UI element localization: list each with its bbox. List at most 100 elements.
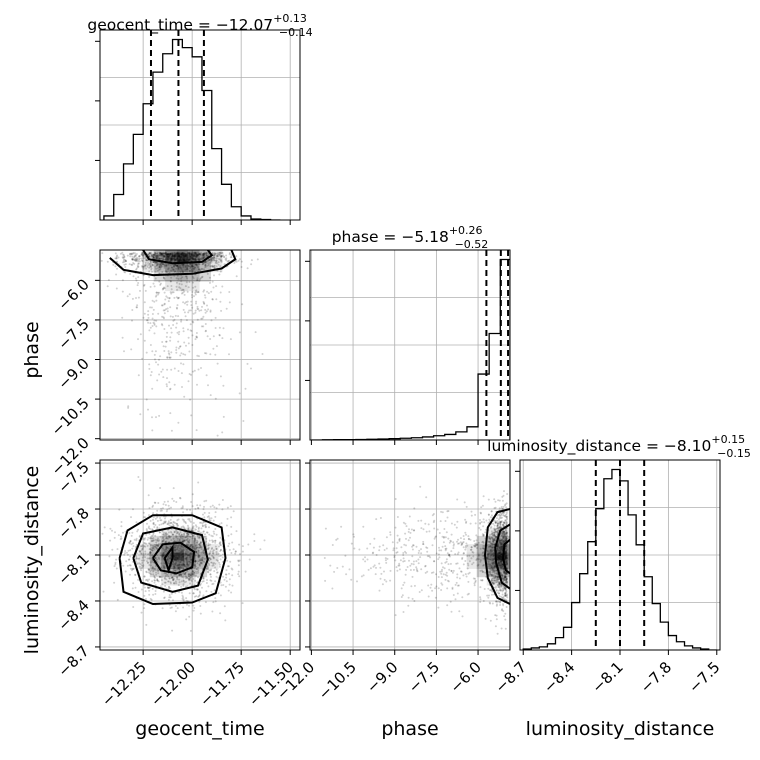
scatter-point bbox=[501, 523, 504, 526]
scatter-point bbox=[159, 252, 162, 255]
scatter-point bbox=[166, 368, 169, 371]
scatter-point bbox=[159, 253, 162, 256]
scatter-point bbox=[209, 394, 212, 397]
scatter-point bbox=[185, 301, 188, 304]
scatter-point bbox=[184, 571, 187, 574]
scatter-point bbox=[134, 586, 137, 589]
scatter-point bbox=[143, 559, 146, 562]
scatter-point bbox=[432, 513, 435, 515]
scatter-point bbox=[180, 372, 183, 375]
scatter-point bbox=[174, 270, 177, 273]
scatter-point bbox=[182, 327, 185, 330]
scatter-point bbox=[156, 527, 159, 530]
scatter-point bbox=[491, 602, 494, 605]
scatter-point bbox=[474, 513, 477, 516]
scatter-point bbox=[187, 533, 190, 536]
scatter-point bbox=[396, 569, 399, 572]
scatter-point bbox=[499, 541, 502, 544]
contour-0 bbox=[109, 250, 237, 277]
scatter-point bbox=[190, 529, 193, 532]
scatter-point bbox=[143, 545, 146, 548]
scatter-point bbox=[250, 259, 253, 262]
scatter-point bbox=[190, 576, 193, 579]
scatter-point bbox=[497, 526, 500, 529]
density-bin bbox=[153, 250, 166, 254]
scatter-point bbox=[166, 377, 168, 380]
scatter-point bbox=[172, 524, 175, 527]
scatter-point bbox=[207, 544, 210, 547]
scatter-point bbox=[218, 503, 221, 506]
scatter-point bbox=[208, 564, 211, 567]
scatter-point bbox=[188, 373, 191, 375]
scatter-point bbox=[164, 533, 167, 536]
scatter-point bbox=[199, 253, 202, 255]
scatter-point bbox=[505, 599, 508, 602]
scatter-point bbox=[198, 555, 201, 558]
scatter-point bbox=[501, 537, 504, 540]
scatter-point bbox=[189, 329, 192, 332]
scatter-point bbox=[441, 583, 444, 586]
scatter-point bbox=[473, 584, 476, 587]
scatter-point bbox=[163, 303, 166, 306]
scatter-point bbox=[149, 551, 151, 554]
scatter-point bbox=[147, 253, 150, 256]
scatter-point bbox=[178, 591, 181, 594]
scatter-point bbox=[427, 584, 430, 587]
scatter-point bbox=[494, 577, 497, 580]
density-bin bbox=[184, 568, 196, 578]
scatter-point bbox=[198, 542, 201, 545]
scatter-point bbox=[116, 598, 119, 601]
scatter-point bbox=[378, 549, 381, 552]
scatter-point bbox=[140, 549, 143, 552]
scatter-point bbox=[191, 265, 194, 268]
scatter-point bbox=[205, 499, 208, 502]
scatter-point bbox=[230, 533, 233, 536]
scatter-point bbox=[172, 577, 175, 580]
scatter-point bbox=[162, 276, 165, 279]
scatter-point bbox=[475, 539, 478, 542]
scatter-point bbox=[166, 523, 169, 525]
scatter-point bbox=[487, 560, 490, 563]
scatter-point bbox=[136, 552, 138, 555]
scatter-point bbox=[495, 577, 498, 580]
scatter-point bbox=[188, 281, 191, 283]
scatter-point bbox=[501, 587, 504, 590]
scatter-point bbox=[329, 564, 332, 567]
scatter-point bbox=[197, 546, 200, 549]
scatter-point bbox=[487, 545, 490, 548]
density-bin bbox=[199, 262, 212, 273]
scatter-point bbox=[212, 564, 215, 567]
scatter-point bbox=[189, 574, 192, 577]
scatter-point bbox=[155, 541, 158, 544]
scatter-point bbox=[503, 533, 506, 535]
scatter-point bbox=[482, 547, 485, 550]
scatter-point bbox=[504, 503, 507, 506]
scatter-point bbox=[163, 277, 166, 280]
scatter-point bbox=[141, 260, 144, 262]
scatter-point bbox=[163, 577, 166, 580]
scatter-point bbox=[202, 253, 205, 256]
scatter-point bbox=[500, 534, 502, 537]
scatter-point bbox=[182, 579, 185, 582]
scatter-point bbox=[425, 530, 428, 533]
scatter-point bbox=[159, 263, 162, 266]
scatter-point bbox=[183, 520, 186, 523]
scatter-point bbox=[163, 287, 166, 290]
scatter-point bbox=[216, 571, 219, 574]
scatter-point bbox=[192, 321, 195, 324]
scatter-point bbox=[156, 255, 159, 258]
scatter-point bbox=[227, 545, 230, 548]
scatter-point bbox=[503, 578, 506, 581]
scatter-point bbox=[123, 254, 125, 257]
scatter-point bbox=[190, 532, 192, 535]
scatter-point bbox=[175, 532, 178, 535]
scatter-point bbox=[150, 268, 153, 271]
scatter-point bbox=[181, 594, 184, 597]
scatter-point bbox=[141, 254, 144, 257]
scatter-point bbox=[155, 261, 158, 264]
scatter-point bbox=[491, 542, 494, 545]
scatter-point bbox=[160, 523, 163, 526]
scatter-point bbox=[154, 253, 156, 256]
scatter-point bbox=[161, 539, 164, 542]
scatter-point bbox=[204, 263, 207, 266]
